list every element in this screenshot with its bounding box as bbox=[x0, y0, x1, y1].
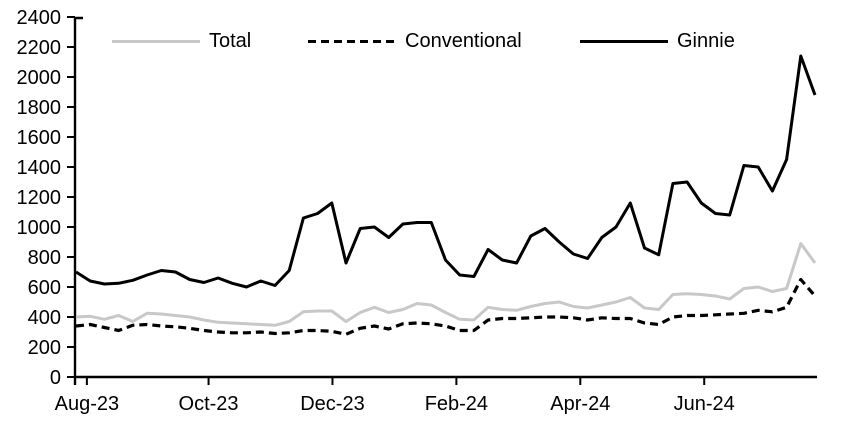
y-axis-tick-label: 800 bbox=[28, 247, 61, 269]
legend-item-conventional: Conventional bbox=[308, 29, 522, 53]
y-axis-tick-label: 600 bbox=[28, 277, 61, 299]
y-axis-tick-label: 1800 bbox=[17, 97, 62, 119]
axis-lines bbox=[73, 16, 817, 379]
x-axis-tick-label: Aug-23 bbox=[55, 393, 120, 415]
x-axis-tick-label: Feb-24 bbox=[425, 393, 488, 415]
x-axis-tick-label: Oct-23 bbox=[179, 393, 239, 415]
y-axis-tick-label: 2200 bbox=[17, 37, 62, 59]
series-line-conventional bbox=[75, 277, 817, 336]
series-line-total bbox=[75, 242, 817, 327]
y-axis-tick-label: 400 bbox=[28, 307, 61, 329]
ginnie-line-swatch bbox=[580, 39, 668, 43]
legend-label-conventional: Conventional bbox=[405, 29, 522, 52]
y-axis-tick-label: 0 bbox=[50, 367, 61, 389]
y-axis-tick-label: 1400 bbox=[17, 157, 62, 179]
series-line-ginnie bbox=[75, 54, 817, 289]
total-line-swatch bbox=[112, 39, 200, 43]
legend-item-ginnie: Ginnie bbox=[580, 29, 735, 53]
legend-item-total: Total bbox=[112, 29, 251, 53]
y-axis-tick-label: 1600 bbox=[17, 127, 62, 149]
x-axis-tick-label: Jun-24 bbox=[674, 393, 735, 415]
y-axis-tick-label: 1200 bbox=[17, 187, 62, 209]
y-axis-tick-label: 2400 bbox=[17, 7, 62, 29]
conventional-line-swatch bbox=[308, 39, 396, 43]
legend-label-total: Total bbox=[209, 29, 252, 52]
y-axis-tick-label: 2000 bbox=[17, 67, 62, 89]
x-axis-tick-label: Apr-24 bbox=[550, 393, 610, 415]
y-axis-tick-label: 1000 bbox=[17, 217, 62, 239]
y-axis-tick-label: 200 bbox=[28, 337, 61, 359]
legend-label-ginnie: Ginnie bbox=[677, 29, 735, 52]
x-axis-tick-label: Dec-23 bbox=[300, 393, 364, 415]
